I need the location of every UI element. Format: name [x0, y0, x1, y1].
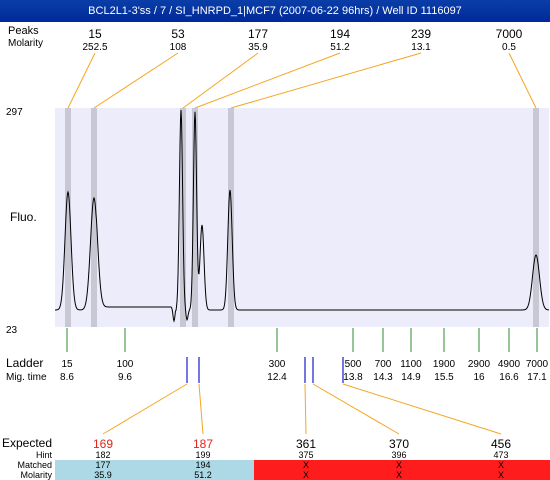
- expected-molarity: X: [396, 470, 402, 480]
- ladder-size-label: 7000: [526, 359, 549, 370]
- ladder-size-label: 15: [61, 359, 73, 370]
- peak-molarity-label: 13.1: [411, 42, 431, 53]
- expected-ticks: [186, 357, 344, 383]
- expected-hint: 473: [493, 450, 508, 460]
- peak-size-label: 15: [88, 27, 102, 41]
- expected-value: 169: [93, 437, 113, 451]
- expected-connectors: [102, 383, 502, 435]
- peak-band: [192, 108, 198, 327]
- expected-hint: 396: [391, 450, 406, 460]
- peak-connector: [67, 52, 96, 109]
- peak-connector: [230, 52, 422, 109]
- ladder-migtime-label: 13.8: [343, 372, 363, 383]
- matched-row-label: Matched: [17, 460, 52, 470]
- peak-molarity-label: 51.2: [330, 42, 350, 53]
- expected-value: 361: [296, 437, 316, 451]
- peak-molarity-label: 108: [170, 42, 187, 53]
- peak-band: [91, 108, 97, 327]
- plot-area: [55, 108, 549, 327]
- ladder-migtime-label: 12.4: [267, 372, 287, 383]
- expected-molarity: X: [498, 470, 504, 480]
- y-tick-bottom: 23: [6, 325, 18, 336]
- fluorescence-trace: [55, 109, 549, 323]
- ladder-migtime-label: 16: [473, 372, 485, 383]
- expected-molarity-row-label: Molarity: [20, 470, 52, 480]
- expected-hint: 182: [95, 450, 110, 460]
- ladder-size-label: 100: [117, 359, 134, 370]
- peak-molarity-label: 35.9: [248, 42, 268, 53]
- peak-connectors: [67, 52, 537, 109]
- unmatched-background: [254, 460, 550, 480]
- peak-size-label: 194: [330, 27, 350, 41]
- ladder-size-label: 4900: [498, 359, 521, 370]
- expected-matched: 194: [195, 460, 210, 470]
- ladder-size-label: 300: [269, 359, 286, 370]
- matched-background: [55, 460, 254, 480]
- peak-molarity-label: 252.5: [82, 42, 107, 53]
- peak-size-label: 53: [171, 27, 185, 41]
- expected-row-label: Expected: [2, 436, 52, 450]
- expected-connector: [312, 383, 400, 435]
- peak-size-label: 7000: [496, 27, 523, 41]
- y-tick-top: 297: [6, 107, 23, 118]
- expected-value: 187: [193, 437, 213, 451]
- peaks-row-label: Peaks: [8, 25, 39, 37]
- expected-matched: X: [396, 460, 402, 470]
- ladder-migtime-label: 15.5: [434, 372, 454, 383]
- expected-value: 456: [491, 437, 511, 451]
- ladder-size-label: 2900: [468, 359, 491, 370]
- ladder-size-label: 700: [375, 359, 392, 370]
- ladder-migtime-label: 8.6: [60, 372, 74, 383]
- expected-matched: X: [498, 460, 504, 470]
- expected-matched: X: [303, 460, 309, 470]
- ladder-size-label: 1900: [433, 359, 456, 370]
- peak-connector: [182, 52, 259, 109]
- expected-value: 370: [389, 437, 409, 451]
- expected-columns: 16918217735.918719919451.2361375XX370396…: [93, 437, 511, 480]
- expected-matched: 177: [95, 460, 110, 470]
- ladder-size-label: 1100: [400, 359, 422, 370]
- peak-size-label: 239: [411, 27, 431, 41]
- expected-molarity: X: [303, 470, 309, 480]
- migtime-row-label: Mig. time: [6, 372, 47, 383]
- ladder-migtime-label: 14.3: [373, 372, 393, 383]
- peak-band: [65, 108, 71, 327]
- peak-band: [228, 108, 234, 327]
- ladder-columns: 15 8.6 100 9.6 300 12.4 500 13.8 700 14.3 1100 14.9…: [60, 359, 549, 383]
- peak-connector: [93, 52, 179, 109]
- expected-molarity: 51.2: [194, 470, 212, 480]
- expected-hint: 199: [195, 450, 210, 460]
- molarity-row-label: Molarity: [8, 38, 43, 49]
- ladder-row-label: Ladder: [6, 356, 43, 370]
- peak-band: [533, 108, 539, 327]
- window-title: BCL2L1-3'ss / 7 / SI_HNRPD_1|MCF7 (2007-…: [0, 0, 550, 22]
- y-axis-label: Fluo.: [10, 210, 37, 224]
- ladder-migtime-label: 16.6: [499, 372, 519, 383]
- peak-molarity-label: 0.5: [502, 42, 516, 53]
- ladder-migtime-label: 9.6: [118, 372, 132, 383]
- ladder-size-label: 500: [345, 359, 362, 370]
- expected-molarity: 35.9: [94, 470, 112, 480]
- peak-size-label: 177: [248, 27, 268, 41]
- ladder-migtime-label: 17.1: [527, 372, 547, 383]
- ladder-migtime-label: 14.9: [401, 372, 421, 383]
- expected-connector: [198, 383, 204, 435]
- ladder-ticks: [66, 328, 538, 352]
- expected-connector: [342, 383, 502, 435]
- peak-connector: [508, 52, 537, 109]
- expected-connector: [304, 383, 307, 435]
- hint-row-label: Hint: [36, 450, 53, 460]
- expected-connector: [102, 383, 188, 435]
- peak-connector: [194, 52, 341, 109]
- expected-hint: 375: [298, 450, 313, 460]
